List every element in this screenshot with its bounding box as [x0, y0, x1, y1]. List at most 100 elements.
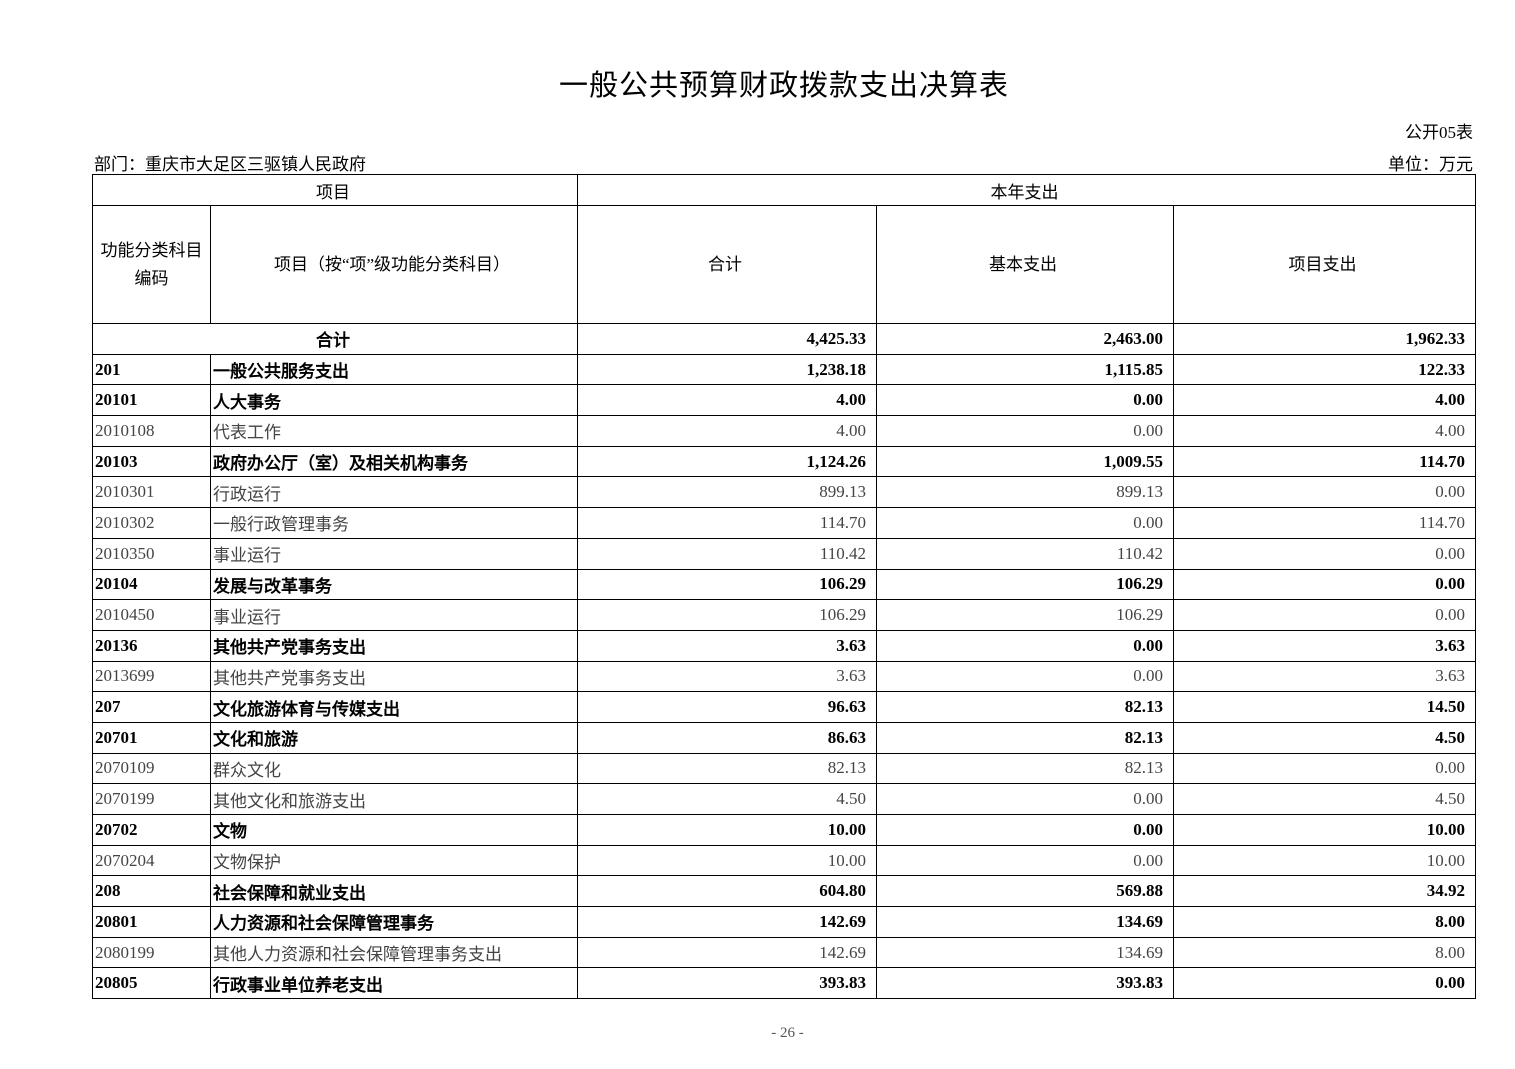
- cell-name: 文物保护: [210, 844, 578, 877]
- cell-code: 2013699: [92, 660, 211, 693]
- cell-code: 20805: [92, 967, 211, 1000]
- cell-project: 0.00: [1172, 476, 1477, 509]
- cell-project: 3.63: [1172, 660, 1477, 693]
- cell-name: 其他文化和旅游支出: [210, 783, 578, 815]
- cell-basic: 0.00: [876, 629, 1174, 662]
- table-row: 2010108 代表工作 4.00 0.00 4.00: [92, 415, 1477, 447]
- table-row: 208 社会保障和就业支出 604.80 569.88 34.92: [92, 875, 1477, 908]
- cell-project: 10.00: [1172, 814, 1477, 846]
- cell-code: 20801: [92, 906, 211, 938]
- table-row: 2070204 文物保护 10.00 0.00 10.00: [92, 844, 1477, 877]
- cell-code: 2070199: [92, 783, 211, 815]
- total-total: 4,425.33: [577, 323, 877, 355]
- cell-total: 1,124.26: [577, 445, 877, 478]
- header-item-group: 项目: [92, 174, 578, 206]
- cell-name: 文化旅游体育与传媒支出: [210, 691, 578, 723]
- cell-basic: 0.00: [876, 844, 1174, 877]
- cell-total: 3.63: [577, 660, 877, 693]
- cell-code: 2010450: [92, 599, 211, 631]
- cell-project: 0.00: [1172, 752, 1477, 785]
- cell-code: 2010350: [92, 537, 211, 570]
- cell-basic: 0.00: [876, 660, 1174, 693]
- cell-total: 142.69: [577, 936, 877, 969]
- page-title: 一般公共预算财政拨款支出决算表: [558, 70, 1009, 102]
- header-row-group: 项目 本年支出: [92, 174, 1477, 206]
- table-row: 207 文化旅游体育与传媒支出 96.63 82.13 14.50: [92, 691, 1477, 723]
- cell-basic: 134.69: [876, 906, 1174, 938]
- cell-project: 4.00: [1172, 384, 1477, 417]
- cell-project: 0.00: [1172, 568, 1477, 601]
- cell-name: 人力资源和社会保障管理事务: [210, 906, 578, 938]
- header-current-year: 本年支出: [576, 174, 1477, 206]
- cell-basic: 82.13: [876, 691, 1174, 723]
- cell-total: 4.50: [577, 783, 877, 815]
- table-row: 2010302 一般行政管理事务 114.70 0.00 114.70: [92, 507, 1477, 539]
- form-number: 公开05表: [1405, 123, 1473, 142]
- table-row: 2013699 其他共产党事务支出 3.63 0.00 3.63: [92, 660, 1477, 693]
- header-code: 功能分类科目编码: [92, 205, 211, 324]
- header-row-columns: 功能分类科目编码 项目（按“项”级功能分类科目） 合计 基本支出 项目支出: [92, 205, 1477, 324]
- cell-project: 4.00: [1172, 415, 1477, 447]
- cell-total: 10.00: [577, 814, 877, 846]
- cell-basic: 134.69: [876, 936, 1174, 969]
- table-row: 20701 文化和旅游 86.63 82.13 4.50: [92, 721, 1477, 754]
- cell-name: 发展与改革事务: [210, 568, 578, 601]
- cell-code: 20702: [92, 814, 211, 846]
- cell-basic: 1,115.85: [876, 353, 1174, 386]
- cell-total: 142.69: [577, 906, 877, 938]
- cell-name: 其他人力资源和社会保障管理事务支出: [210, 936, 578, 969]
- table-row: 201 一般公共服务支出 1,238.18 1,115.85 122.33: [92, 353, 1477, 386]
- cell-name: 政府办公厅（室）及相关机构事务: [210, 445, 578, 478]
- cell-name: 代表工作: [210, 415, 578, 447]
- header-total: 合计: [577, 205, 877, 324]
- cell-total: 604.80: [577, 875, 877, 908]
- cell-basic: 1,009.55: [876, 445, 1174, 478]
- cell-project: 114.70: [1172, 445, 1477, 478]
- cell-code: 2080199: [92, 936, 211, 969]
- cell-name: 文物: [210, 814, 578, 846]
- cell-name: 其他共产党事务支出: [210, 660, 578, 693]
- total-label: 合计: [92, 323, 578, 355]
- table-row: 2010450 事业运行 106.29 106.29 0.00: [92, 599, 1477, 631]
- cell-total: 110.42: [577, 537, 877, 570]
- cell-project: 0.00: [1172, 599, 1477, 631]
- table-row: 20805 行政事业单位养老支出 393.83 393.83 0.00: [92, 967, 1477, 1000]
- cell-basic: 0.00: [876, 507, 1174, 539]
- cell-project: 0.00: [1172, 967, 1477, 1000]
- cell-name: 文化和旅游: [210, 721, 578, 754]
- cell-code: 20136: [92, 629, 211, 662]
- cell-basic: 0.00: [876, 415, 1174, 447]
- cell-code: 20104: [92, 568, 211, 601]
- cell-basic: 82.13: [876, 752, 1174, 785]
- header-basic: 基本支出: [876, 205, 1174, 324]
- cell-project: 8.00: [1172, 936, 1477, 969]
- cell-basic: 106.29: [876, 599, 1174, 631]
- table-row: 2070109 群众文化 82.13 82.13 0.00: [92, 752, 1477, 785]
- cell-basic: 899.13: [876, 476, 1174, 509]
- cell-code: 2010301: [92, 476, 211, 509]
- cell-total: 4.00: [577, 415, 877, 447]
- cell-code: 2010302: [92, 507, 211, 539]
- cell-basic: 82.13: [876, 721, 1174, 754]
- table-row: 2080199 其他人力资源和社会保障管理事务支出 142.69 134.69 8.00: [92, 936, 1477, 969]
- cell-basic: 0.00: [876, 384, 1174, 417]
- cell-name: 事业运行: [210, 537, 578, 570]
- cell-basic: 0.00: [876, 814, 1174, 846]
- cell-project: 8.00: [1172, 906, 1477, 938]
- cell-code: 2070204: [92, 844, 211, 877]
- cell-code: 20103: [92, 445, 211, 478]
- cell-code: 2010108: [92, 415, 211, 447]
- cell-name: 一般公共服务支出: [210, 353, 578, 386]
- cell-project: 14.50: [1172, 691, 1477, 723]
- cell-total: 106.29: [577, 568, 877, 601]
- cell-basic: 569.88: [876, 875, 1174, 908]
- cell-name: 一般行政管理事务: [210, 507, 578, 539]
- table-row: 2070199 其他文化和旅游支出 4.50 0.00 4.50: [92, 783, 1477, 815]
- cell-total: 10.00: [577, 844, 877, 877]
- cell-project: 122.33: [1172, 353, 1477, 386]
- total-row: 合计 4,425.33 2,463.00 1,962.33: [92, 323, 1477, 355]
- cell-code: 2070109: [92, 752, 211, 785]
- department: 部门：重庆市大足区三驱镇人民政府: [94, 155, 366, 174]
- cell-total: 3.63: [577, 629, 877, 662]
- table-row: 20103 政府办公厅（室）及相关机构事务 1,124.26 1,009.55 114.…: [92, 445, 1477, 478]
